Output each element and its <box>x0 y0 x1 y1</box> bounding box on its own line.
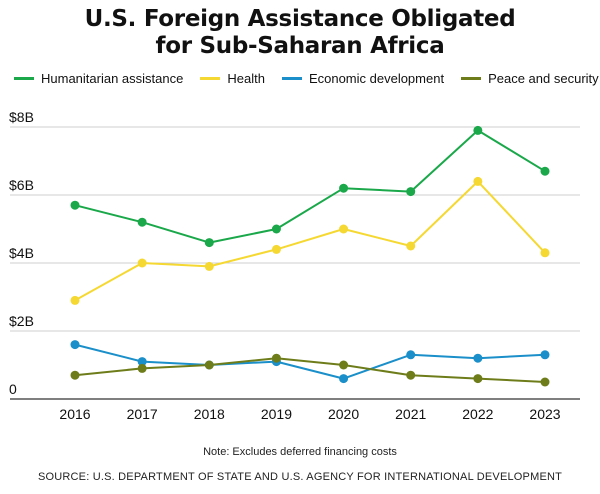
series-3-point-3 <box>271 353 281 363</box>
series-3-point-1 <box>137 363 147 373</box>
series-2-point-0 <box>70 340 80 350</box>
series-line-2 <box>74 343 546 380</box>
legend-swatch-1 <box>200 76 221 80</box>
series-line-3 <box>74 357 546 383</box>
legend-swatch-3 <box>461 76 482 80</box>
x-tick-label-0: 2016 <box>59 406 90 422</box>
chart-title-line-1: U.S. Foreign Assistance Obligated <box>84 6 516 32</box>
series-0-point-5 <box>406 187 416 197</box>
chart-note: Note: Excludes deferred financing costs <box>203 446 397 458</box>
series-2-point-6 <box>473 353 483 363</box>
chart-title-line-2: for Sub-Saharan Africa <box>155 33 445 59</box>
series-3-point-7 <box>540 377 550 387</box>
series-2-point-7 <box>540 350 550 360</box>
series-3-point-2 <box>204 360 214 370</box>
legend-item-1: Health <box>200 71 265 86</box>
series-0-point-2 <box>204 238 214 248</box>
series-0-point-1 <box>137 217 147 227</box>
series-0-point-0 <box>70 200 80 210</box>
x-tick-label-7: 2023 <box>529 406 560 422</box>
legend-item-0: Humanitarian assistance <box>14 71 183 86</box>
series-1-point-2 <box>204 261 214 271</box>
legend-label-2: Economic development <box>308 70 445 86</box>
series-1-point-1 <box>137 258 147 268</box>
x-tick-label-5: 2021 <box>395 406 426 422</box>
line-chart: 0 $2B $4B $6B $8B 2016 2017 2018 2019 2020 2021 202… <box>9 109 580 422</box>
series-0-point-7 <box>540 166 550 176</box>
series-1-point-5 <box>406 241 416 251</box>
chart-source: SOURCE: U.S. DEPARTMENT OF STATE AND U.S… <box>37 471 563 483</box>
y-tick-label-4: $8B <box>9 109 34 125</box>
chart-title: U.S. Foreign Assistance Obligated for Su… <box>0 6 600 60</box>
x-tick-label-4: 2020 <box>328 406 359 422</box>
series-line-1 <box>74 180 546 302</box>
series-3-point-5 <box>406 370 416 380</box>
legend-label-0: Humanitarian assistance <box>41 70 184 86</box>
series-1-point-3 <box>271 244 281 254</box>
y-tick-label-2: $4B <box>9 245 34 261</box>
series-2-point-1 <box>137 357 147 367</box>
series-line-0 <box>74 129 546 244</box>
series-1-point-6 <box>473 176 483 186</box>
series-0-point-4 <box>339 183 349 193</box>
legend-item-3: Peace and security <box>461 71 599 86</box>
legend-swatch-2 <box>281 76 302 80</box>
y-tick-label-0: 0 <box>9 381 17 397</box>
series-0-point-6 <box>473 125 483 135</box>
legend-swatch-0 <box>14 76 34 80</box>
series-1-point-4 <box>339 224 349 234</box>
legend-label-3: Peace and security <box>488 70 599 86</box>
y-tick-label-1: $2B <box>9 313 34 329</box>
legend-label-1: Health <box>227 70 265 86</box>
x-tick-label-6: 2022 <box>462 406 493 422</box>
series-2-point-5 <box>406 350 416 360</box>
series-3-point-6 <box>473 374 483 384</box>
series-1-point-7 <box>540 248 550 258</box>
series-3-point-4 <box>339 360 349 370</box>
series-0-point-3 <box>271 224 281 234</box>
series-1-point-0 <box>70 295 80 305</box>
series-2-point-4 <box>339 374 349 384</box>
x-tick-label-2: 2018 <box>194 406 225 422</box>
series-3-point-0 <box>70 370 80 380</box>
y-tick-label-3: $6B <box>9 177 34 193</box>
chart-legend: Humanitarian assistance Health Economic de… <box>14 68 599 88</box>
x-tick-label-1: 2017 <box>127 406 158 422</box>
legend-item-2: Economic development <box>281 70 445 86</box>
x-tick-label-3: 2019 <box>261 406 292 422</box>
